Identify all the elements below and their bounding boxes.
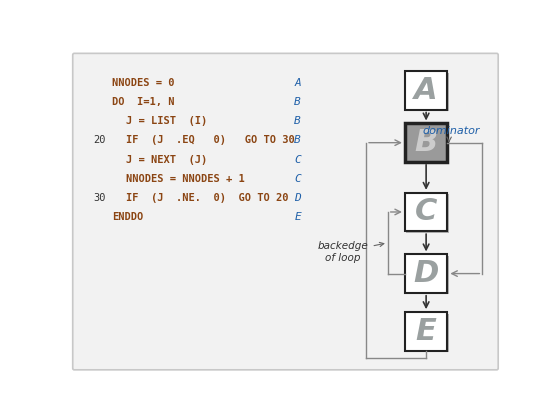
Text: IF  (J  .NE.  0)  GO TO 20: IF (J .NE. 0) GO TO 20 [126, 193, 289, 203]
Text: J = NEXT  (J): J = NEXT (J) [126, 155, 207, 165]
Text: backedge
of loop: backedge of loop [318, 241, 384, 263]
Text: E: E [416, 317, 437, 346]
Bar [405, 254, 447, 293]
Text: D: D [295, 193, 301, 203]
Text: B: B [414, 128, 438, 157]
Text: 30: 30 [93, 193, 105, 203]
Text: B: B [295, 135, 301, 145]
Bar [405, 71, 447, 110]
Text: A: A [414, 76, 438, 105]
Bar [407, 256, 449, 295]
Text: DO  I=1, N: DO I=1, N [113, 97, 175, 107]
Text: C: C [295, 155, 301, 165]
Bar [407, 194, 449, 233]
Text: B: B [295, 97, 301, 107]
Text: C: C [415, 197, 437, 227]
FancyBboxPatch shape [73, 53, 498, 370]
Text: IF  (J  .EQ   0)   GO TO 30: IF (J .EQ 0) GO TO 30 [126, 135, 295, 145]
Bar [405, 124, 447, 162]
Text: B: B [295, 116, 301, 126]
Bar [407, 72, 449, 111]
Text: ENDDO: ENDDO [113, 212, 144, 222]
Bar [405, 193, 447, 231]
Bar [407, 125, 449, 163]
Text: J = LIST  (I): J = LIST (I) [126, 116, 207, 126]
Text: C: C [295, 174, 301, 184]
Text: NNODES = 0: NNODES = 0 [113, 78, 175, 88]
Text: NNODES = NNODES + 1: NNODES = NNODES + 1 [126, 174, 245, 184]
Text: 20: 20 [93, 135, 105, 145]
Text: A: A [295, 78, 301, 88]
Bar [407, 313, 449, 352]
Bar [405, 312, 447, 351]
Text: dominator: dominator [423, 126, 480, 142]
Text: D: D [413, 259, 439, 288]
Text: E: E [295, 212, 301, 222]
